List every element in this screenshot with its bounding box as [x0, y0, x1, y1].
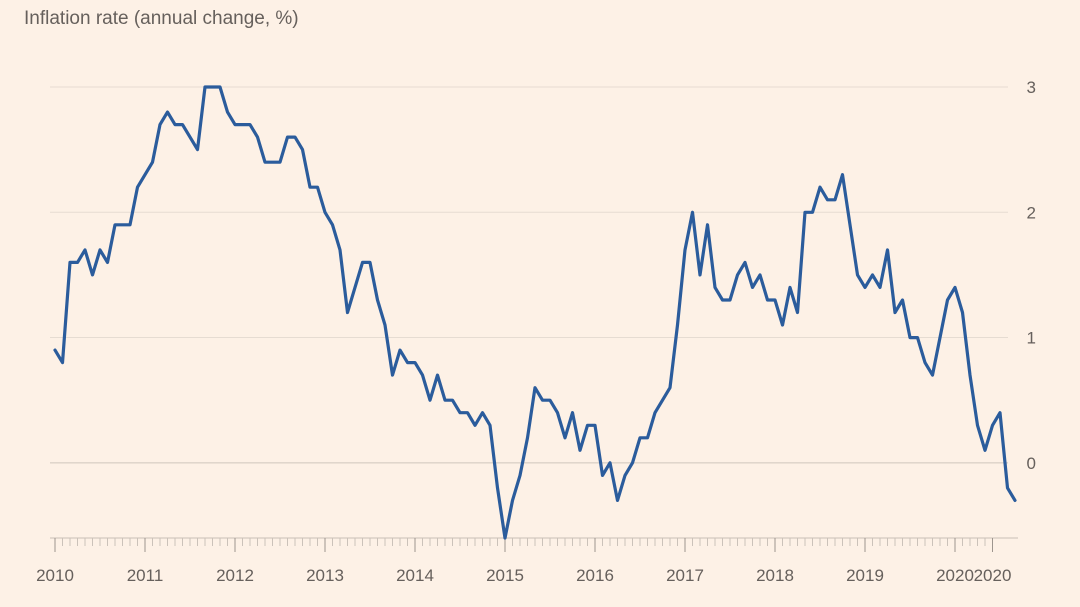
- x-tick-label: 2011: [127, 566, 164, 585]
- series-layer: [53, 85, 1017, 540]
- x-tick-label: 2014: [396, 566, 434, 585]
- y-tick-label: 1: [1027, 329, 1036, 348]
- x-tick-label: 2020: [936, 566, 974, 585]
- y-tick-label: 0: [1027, 454, 1036, 473]
- y-tick-label: 3: [1027, 78, 1036, 97]
- x-tick-label: 2017: [666, 566, 704, 585]
- series-line: [53, 85, 1017, 540]
- tick-labels: 0 1 2 3 2010 2011 2012 2013 2014 2015 2016 2017 2018…: [36, 78, 1036, 585]
- x-tick-label: 2013: [306, 566, 344, 585]
- x-tick-label: 2010: [36, 566, 74, 585]
- x-tick-label: 2019: [846, 566, 884, 585]
- x-tick-label: 2015: [486, 566, 524, 585]
- chart-title: Inflation rate (annual change, %): [24, 8, 299, 29]
- x-tick-label: 2018: [756, 566, 794, 585]
- x-tick-label: 2020: [974, 566, 1012, 585]
- x-tick-label: 2012: [216, 566, 254, 585]
- x-tick-label: 2016: [576, 566, 614, 585]
- x-axis: [50, 537, 1018, 552]
- y-tick-label: 2: [1027, 203, 1036, 222]
